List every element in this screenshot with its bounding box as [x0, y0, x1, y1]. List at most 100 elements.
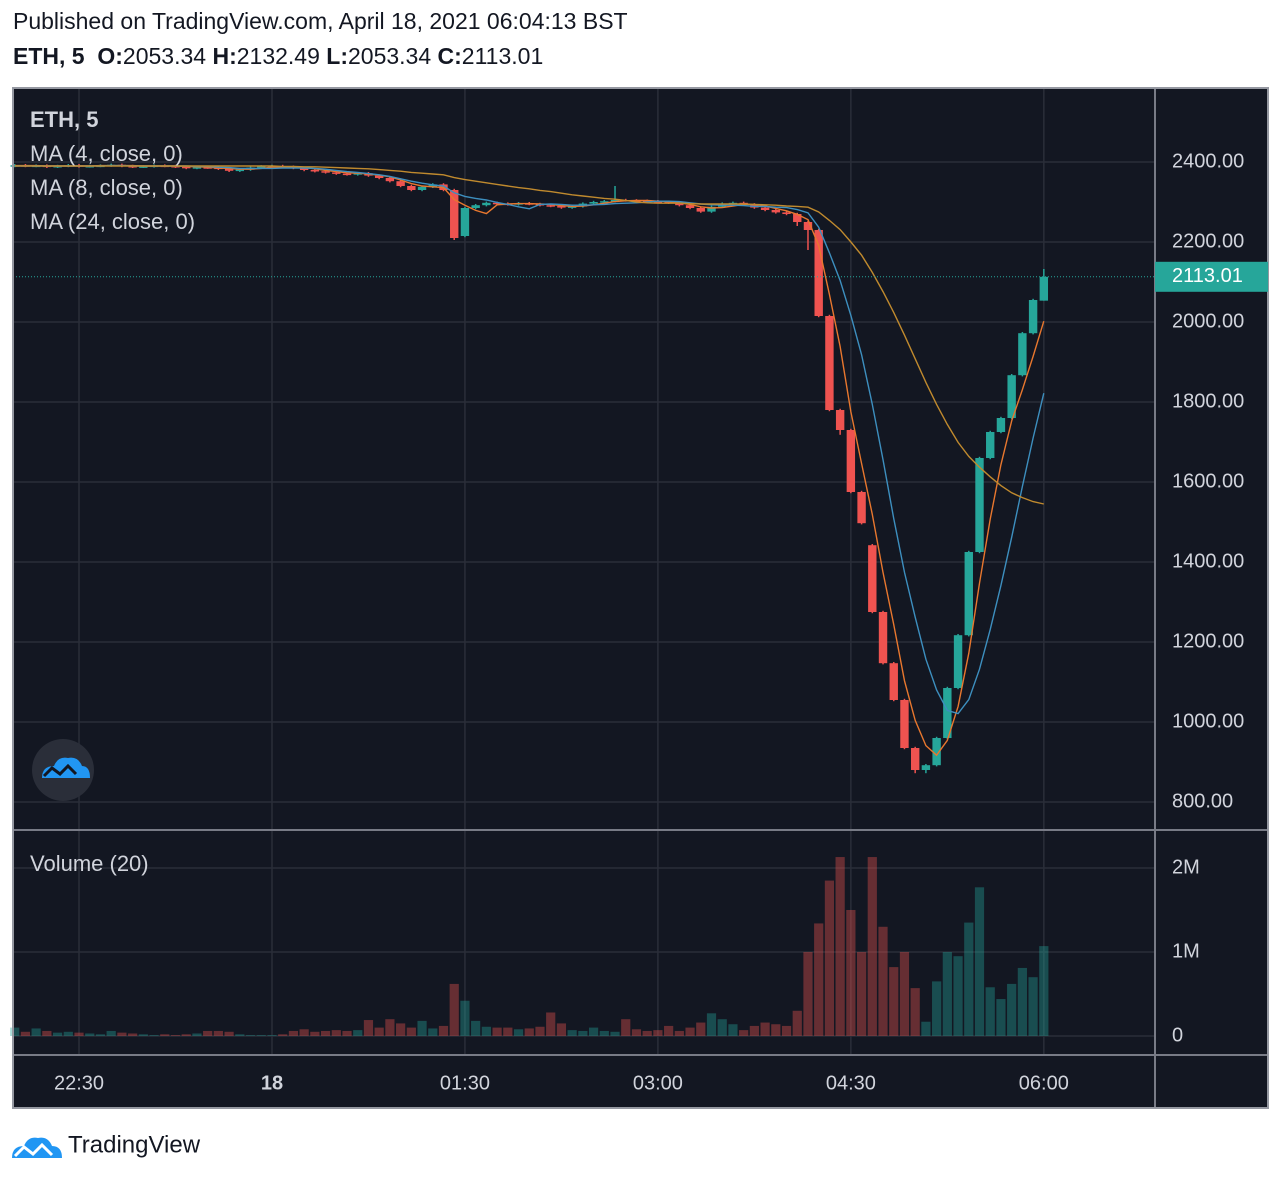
- y-tick-label: 800.00: [1172, 790, 1233, 812]
- volume-bar: [396, 1023, 406, 1036]
- x-tick-label: 22:30: [54, 1072, 104, 1094]
- volume-bar: [138, 1034, 148, 1036]
- x-tick-label: 18: [261, 1072, 283, 1094]
- candle-body: [224, 168, 234, 171]
- candle-body: [525, 203, 534, 205]
- volume-bar: [1007, 983, 1017, 1036]
- candle-body: [278, 166, 287, 168]
- volume-bar: [867, 857, 877, 1036]
- volume-bar: [213, 1030, 223, 1036]
- watermark-logo: [32, 739, 94, 801]
- candle-body: [182, 166, 191, 169]
- volume-bar: [192, 1033, 202, 1036]
- volume-bar: [406, 1027, 416, 1036]
- candle-body: [203, 167, 212, 169]
- candle-body: [192, 167, 202, 169]
- candle-body: [439, 184, 448, 190]
- last-price-box: [1155, 261, 1268, 292]
- volume-bar: [664, 1025, 674, 1036]
- footer-logo: [12, 1137, 62, 1158]
- volume-bar: [438, 1025, 449, 1036]
- candle-body: [74, 165, 84, 167]
- ohlc-value: 2113.01: [461, 43, 544, 69]
- volume-bar: [921, 1021, 931, 1036]
- volume-bar: [203, 1030, 213, 1036]
- candle-body: [106, 164, 116, 167]
- candle-body: [567, 206, 577, 208]
- candle-body: [600, 201, 609, 203]
- y-tick-label: 1000.00: [1172, 710, 1244, 732]
- volume-bar: [10, 1027, 20, 1036]
- volume-tick-label: 2M: [1172, 856, 1200, 878]
- volume-tick-label: 1M: [1172, 940, 1200, 962]
- candle-body: [793, 214, 802, 222]
- candle-body: [632, 200, 641, 202]
- volume-bar: [449, 983, 459, 1036]
- candle-body: [385, 178, 395, 182]
- volume-bar: [181, 1034, 191, 1036]
- x-tick-label: 06:00: [1019, 1072, 1069, 1094]
- volume-bar: [578, 1030, 588, 1036]
- y-tick-label: 1200.00: [1172, 630, 1244, 652]
- volume-bar: [106, 1030, 116, 1036]
- last-price-label: 2113.01: [1172, 265, 1243, 287]
- candle-body: [128, 166, 137, 168]
- volume-bar: [932, 981, 942, 1036]
- volume-bar: [824, 880, 835, 1036]
- candle-body: [1007, 375, 1016, 418]
- volume-bar: [513, 1029, 524, 1036]
- candle-body: [171, 166, 180, 168]
- candle-body: [610, 200, 620, 202]
- candle-body: [750, 204, 759, 208]
- candle-body: [921, 765, 931, 770]
- legend-ma: MA (8, close, 0): [30, 175, 183, 200]
- volume-bar: [20, 1031, 31, 1036]
- ma-line: [14, 164, 1045, 757]
- candle-body: [621, 200, 630, 202]
- volume-bar: [42, 1030, 52, 1036]
- volume-bar: [621, 1019, 631, 1036]
- volume-bar: [835, 857, 845, 1036]
- candle-body: [42, 165, 52, 168]
- header-published: Published on TradingView.com, April 18, …: [13, 8, 628, 34]
- candle-body: [407, 186, 416, 190]
- volume-bar: [524, 1028, 534, 1036]
- ohlc-value: 2053.34: [347, 43, 432, 69]
- ma-line: [14, 165, 1044, 505]
- candle-body: [578, 203, 588, 207]
- ohlc-label: L:: [326, 43, 348, 69]
- candle-body: [396, 181, 405, 186]
- volume-bar: [170, 1035, 181, 1036]
- volume-bar: [267, 1035, 277, 1036]
- footer-brand: TradingView: [68, 1131, 201, 1158]
- legend-ma: MA (4, close, 0): [30, 141, 183, 166]
- candle-body: [868, 545, 877, 612]
- volume-bar: [631, 1029, 642, 1036]
- candle-body: [685, 205, 695, 208]
- candle-body: [342, 173, 352, 176]
- ohlc-label: O:: [97, 43, 123, 69]
- candle-body: [546, 205, 555, 207]
- candle-body: [321, 171, 330, 173]
- volume-bar: [342, 1030, 352, 1036]
- candle-body: [943, 688, 952, 738]
- candle-body: [975, 458, 984, 552]
- candle-body: [739, 202, 748, 205]
- candle-body: [64, 165, 73, 167]
- volume-bar: [685, 1027, 695, 1036]
- volume-bar: [288, 1030, 299, 1036]
- volume-bar: [899, 951, 910, 1036]
- ohlc-value: 2132.49: [236, 43, 320, 69]
- volume-bar: [556, 1023, 567, 1036]
- volume-bar: [878, 926, 888, 1036]
- candle-body: [482, 202, 491, 206]
- candle-body: [535, 204, 545, 206]
- candle-body: [160, 165, 169, 168]
- candle-body: [310, 170, 320, 172]
- volume-bar: [278, 1034, 288, 1036]
- candle-body: [728, 202, 738, 205]
- candle-body: [139, 166, 148, 168]
- volume-bar: [792, 1010, 802, 1036]
- volume-bar: [299, 1029, 309, 1036]
- volume-bar: [749, 1025, 759, 1036]
